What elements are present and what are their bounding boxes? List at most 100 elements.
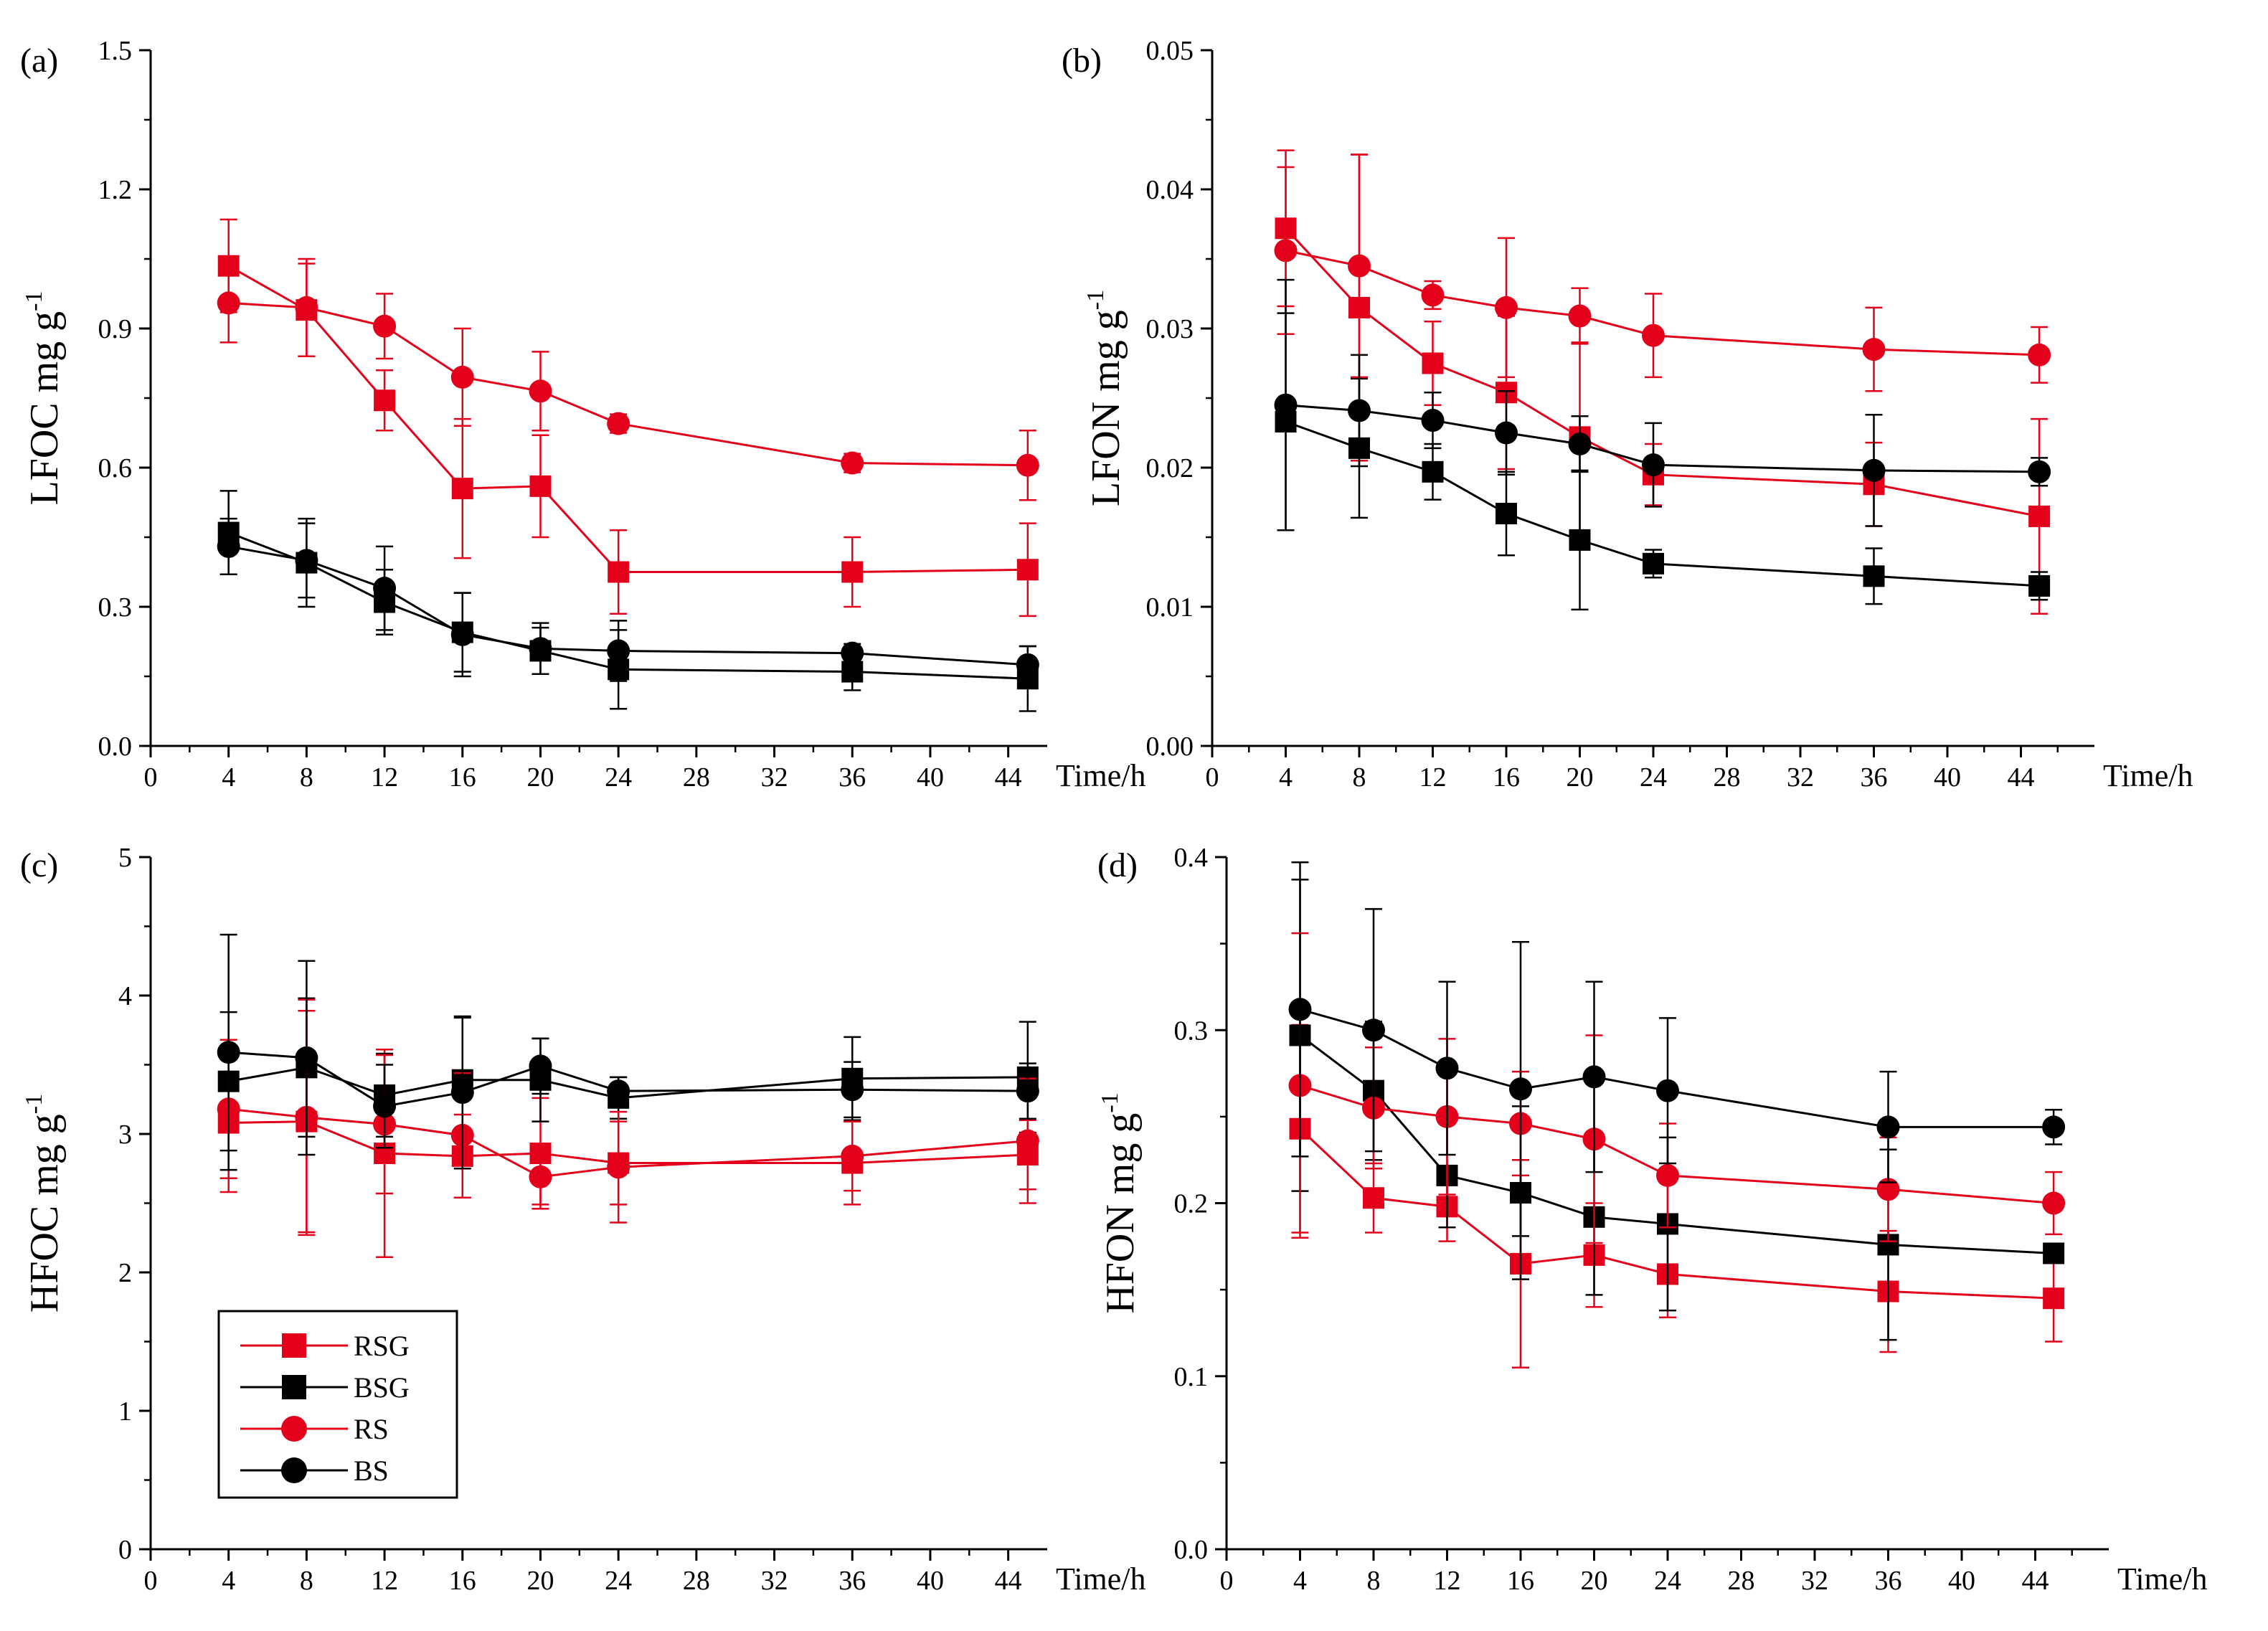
legend-label: BS [354,1455,389,1487]
data-point [1422,352,1444,374]
y-axis-title: LFON mg g-1 [1082,290,1128,506]
series-rs [1274,153,2051,392]
data-point [1348,399,1371,422]
data-point [529,1054,552,1078]
x-tick-label: 4 [1279,762,1293,793]
data-point [373,577,397,600]
data-point [217,1041,240,1064]
data-point [607,412,630,435]
y-tick-label: 1.2 [98,175,133,205]
y-tick-label: 0.02 [1146,453,1194,483]
legend-marker [282,1375,306,1399]
data-point [373,314,397,338]
x-tick-label: 40 [917,1566,944,1596]
data-point [1016,1129,1039,1153]
data-point [2028,575,2051,597]
y-tick-label: 5 [118,843,132,873]
data-point [841,451,864,475]
data-point [2028,460,2051,483]
data-point [1362,1018,1385,1042]
x-tick-label: 20 [526,762,554,793]
legend-box [217,1310,458,1499]
y-tick-label: 0.01 [1146,592,1194,623]
data-point [1496,503,1517,525]
data-point [1862,338,1886,361]
panel-label: (d) [1097,846,1138,884]
data-point [1421,283,1445,307]
x-tick-label: 16 [449,762,476,793]
series-line [228,545,1028,666]
data-point [2028,505,2051,527]
legend-label: RSG [354,1330,410,1362]
chart-panel-3: 0.0 0.1 0.2 0.3 0.4 0 4 8 12 16 20 24 28 32 36 40 44 Time… [1097,843,2208,1597]
legend-marker [282,1333,306,1358]
y-tick-label: 0.00 [1146,732,1194,762]
data-point [2043,1242,2065,1264]
chart-panel-1: 0.00 0.01 0.02 0.03 0.04 0.05 0 4 8 12 16 20 24 28 32 3… [1062,36,2193,793]
data-point [1016,653,1039,676]
data-point [373,1095,397,1118]
x-tick-label: 0 [1220,1566,1234,1596]
data-point [529,475,552,497]
data-point [1568,432,1592,456]
y-tick-label: 2 [118,1258,132,1288]
data-point [607,1079,630,1103]
x-tick-label: 4 [222,1566,235,1596]
data-point [295,549,318,572]
y-axis-title: LFOC mg g-1 [21,290,67,505]
data-point [607,1155,630,1179]
data-point [451,478,473,500]
x-tick-label: 8 [1367,1566,1381,1596]
series-line [228,1051,1028,1107]
data-point [1582,1065,1606,1089]
data-point [1016,559,1039,581]
y-tick-label: 3 [118,1120,132,1150]
data-point [1435,1056,1459,1080]
x-tick-label: 32 [1787,762,1814,793]
x-tick-label: 40 [1934,762,1961,793]
data-point [841,641,864,665]
series-bs [217,517,1039,684]
x-tick-label: 44 [2008,762,2035,793]
data-point [1862,458,1886,482]
x-tick-label: 8 [1353,762,1366,793]
x-tick-label: 0 [144,1566,158,1596]
data-point [529,379,552,403]
series-rsg [217,218,1039,618]
data-point [1509,1077,1532,1101]
data-point [529,637,552,661]
y-tick-label: 4 [118,981,132,1011]
data-point [1876,1178,1900,1201]
data-point [1569,529,1591,551]
data-point [1876,1115,1900,1139]
x-tick-label: 12 [371,762,398,793]
legend-label: RS [354,1413,389,1445]
panel-label: (a) [20,42,58,80]
series-line [1285,227,2040,518]
data-point [1656,1079,1679,1102]
x-tick-label: 12 [371,1566,398,1596]
series-bs [217,933,1039,1171]
data-point [1642,323,1665,347]
y-axis-title-main: LFON mg g [1084,310,1128,506]
x-tick-label: 40 [917,762,944,793]
data-point [1363,1187,1384,1209]
y-axis-title-superscript: -1 [21,1094,47,1114]
x-tick-label: 4 [222,762,235,793]
x-tick-label: 36 [1875,1566,1902,1596]
data-point [1288,998,1312,1021]
y-tick-label: 0.9 [98,314,133,344]
y-tick-label: 0.3 [98,592,133,623]
x-tick-label: 24 [1654,1566,1681,1596]
x-tick-label: 12 [1419,762,1447,793]
panel-label: (b) [1062,42,1102,80]
data-point [2043,1287,2065,1310]
series-line [1285,404,2040,473]
y-tick-label: 0 [118,1535,132,1565]
x-tick-label: 32 [761,1566,788,1596]
y-axis-title: HFON mg g-1 [1097,1092,1143,1313]
data-point [608,561,630,583]
x-tick-label: 28 [683,1566,710,1596]
x-tick-label: 36 [1861,762,1888,793]
